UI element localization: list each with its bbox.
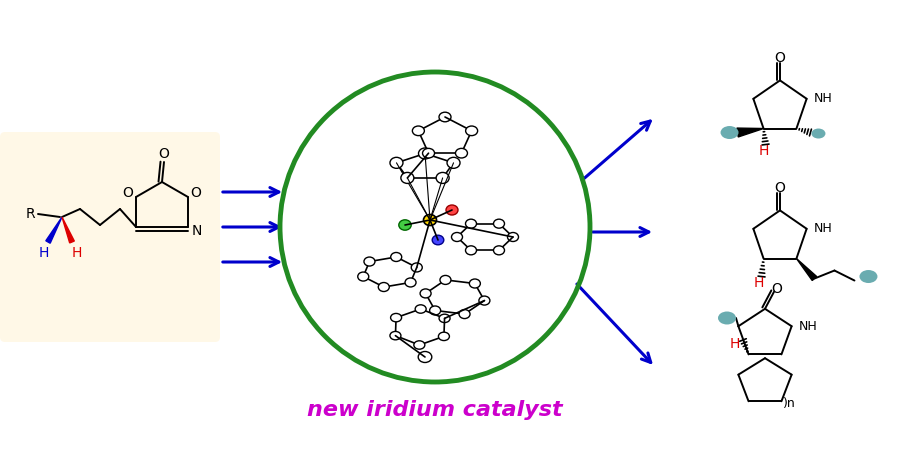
Ellipse shape [436, 172, 449, 184]
Ellipse shape [412, 126, 425, 135]
Ellipse shape [446, 205, 458, 215]
Ellipse shape [447, 157, 460, 169]
Ellipse shape [358, 272, 369, 281]
Ellipse shape [390, 157, 403, 169]
Ellipse shape [493, 246, 505, 255]
Ellipse shape [438, 332, 449, 341]
Ellipse shape [405, 278, 416, 287]
Text: H: H [39, 246, 50, 260]
Ellipse shape [400, 172, 414, 184]
Ellipse shape [452, 233, 463, 242]
Ellipse shape [479, 296, 490, 305]
Ellipse shape [493, 219, 505, 228]
Ellipse shape [399, 220, 411, 230]
Text: NH: NH [814, 222, 832, 235]
Ellipse shape [422, 148, 435, 158]
Ellipse shape [418, 352, 432, 362]
Text: H: H [72, 246, 82, 260]
Text: O: O [191, 186, 202, 200]
Ellipse shape [465, 126, 478, 135]
Ellipse shape [439, 112, 451, 122]
Ellipse shape [429, 306, 441, 315]
Ellipse shape [508, 233, 518, 242]
FancyBboxPatch shape [0, 132, 220, 342]
Text: )n: )n [783, 397, 796, 411]
Ellipse shape [465, 219, 476, 228]
Ellipse shape [439, 314, 450, 322]
Ellipse shape [440, 276, 451, 285]
Text: O: O [158, 147, 169, 161]
Text: H: H [730, 337, 740, 351]
Polygon shape [62, 217, 75, 243]
Ellipse shape [391, 253, 401, 261]
Ellipse shape [721, 126, 739, 139]
Ellipse shape [414, 341, 425, 349]
Ellipse shape [465, 246, 476, 255]
Ellipse shape [391, 313, 401, 322]
Ellipse shape [459, 310, 470, 319]
Text: N: N [192, 224, 202, 238]
Ellipse shape [420, 289, 431, 298]
Text: H: H [753, 276, 764, 289]
Ellipse shape [812, 128, 825, 138]
Polygon shape [796, 259, 816, 280]
Ellipse shape [432, 235, 444, 245]
Ellipse shape [718, 312, 736, 325]
Polygon shape [737, 128, 763, 137]
Ellipse shape [378, 283, 390, 292]
Ellipse shape [455, 148, 467, 158]
Ellipse shape [411, 263, 422, 272]
Text: NH: NH [814, 93, 832, 105]
Text: H: H [759, 143, 769, 158]
Text: O: O [775, 181, 786, 195]
Text: O: O [771, 282, 782, 296]
Text: R: R [25, 207, 35, 221]
Ellipse shape [390, 331, 400, 340]
Text: NH: NH [798, 320, 817, 333]
Polygon shape [46, 217, 62, 243]
Ellipse shape [860, 270, 878, 283]
Text: O: O [122, 186, 133, 200]
Ellipse shape [364, 257, 375, 266]
Ellipse shape [415, 305, 427, 313]
Ellipse shape [418, 148, 431, 159]
Text: O: O [775, 51, 786, 66]
Ellipse shape [424, 214, 436, 226]
Ellipse shape [470, 279, 481, 288]
Text: new iridium catalyst: new iridium catalyst [307, 400, 562, 420]
